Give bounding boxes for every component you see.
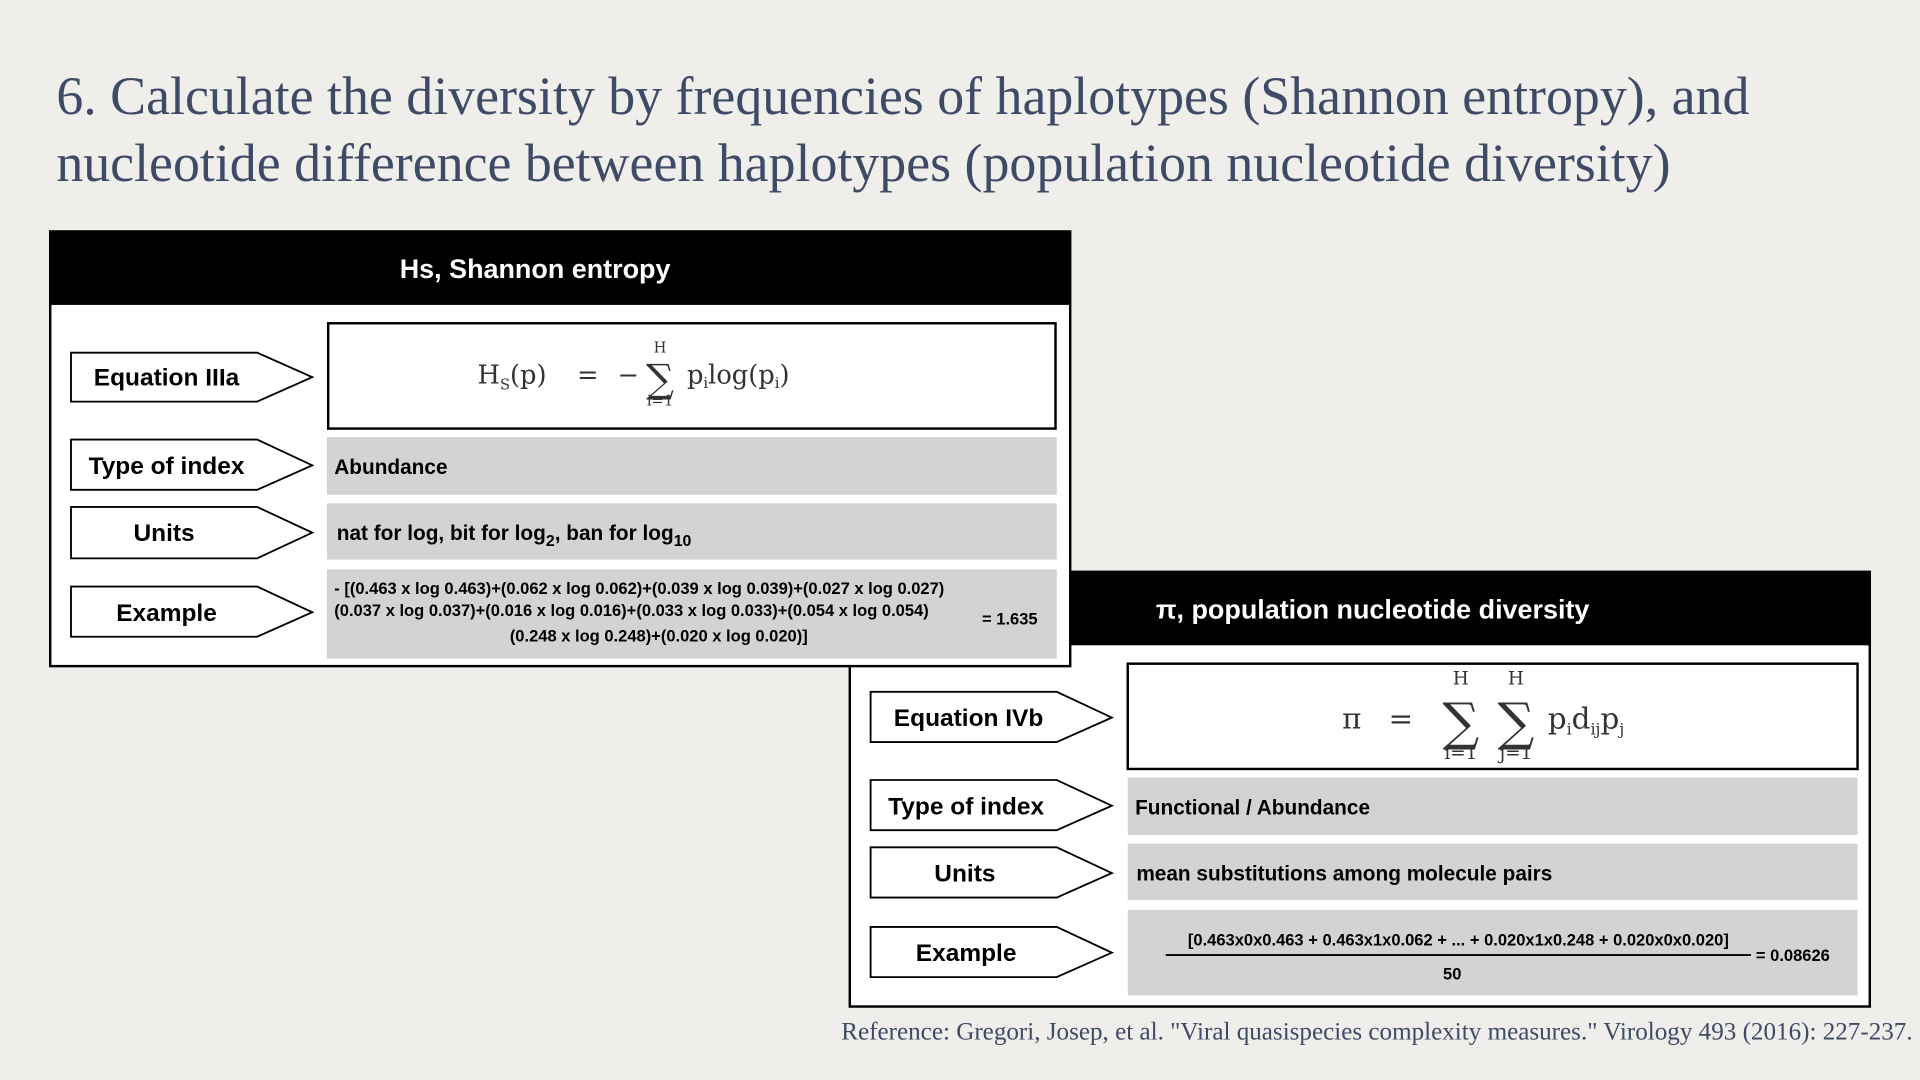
- eq-term: pidijpj: [1548, 702, 1625, 739]
- row-label: Units: [934, 861, 995, 888]
- title-line: nucleotide difference between haplotypes…: [56, 133, 1670, 193]
- label-arrow: [869, 690, 1115, 743]
- row-content: mean substitutions among molecule pairs: [1136, 862, 1552, 885]
- example-result: = 1.635: [982, 609, 1038, 628]
- row-box: [1127, 777, 1858, 836]
- label-arrow: [70, 351, 315, 403]
- eq-symbol: p: [1548, 702, 1567, 736]
- label-arrow: [70, 506, 315, 560]
- eq-term: pilog(pi): [687, 360, 790, 392]
- row-box: [1127, 909, 1858, 996]
- eq-symbol: ∑: [646, 357, 674, 402]
- eq-symbol: ∑: [1442, 693, 1479, 753]
- row-label: Type of index: [888, 793, 1044, 820]
- label-arrow: [869, 846, 1115, 899]
- row-label: Example: [916, 940, 1017, 967]
- row-content: Functional / Abundance: [1135, 796, 1370, 819]
- eq-symbol: π: [1342, 702, 1361, 736]
- eq-symbol: H: [1508, 668, 1524, 689]
- row-content: Abundance: [334, 456, 447, 479]
- eq-symbol: i=1: [1444, 743, 1477, 764]
- reference: Reference: Gregori, Josep, et al. "Viral…: [841, 1019, 1912, 1046]
- eq-symbol: −: [617, 360, 639, 390]
- eq-symbol: =: [1389, 702, 1414, 736]
- eq-symbol: (p): [510, 360, 547, 390]
- eq-sub: S: [500, 376, 510, 393]
- card-title: π, population nucleotide diversity: [1156, 594, 1589, 624]
- equation-box: [1126, 662, 1859, 771]
- eq-symbol: j=1: [1498, 743, 1533, 764]
- example-denominator: 50: [1443, 965, 1461, 984]
- example-numerator: [0.463x0x0.463 + 0.463x1x0.062 + ... + 0…: [1188, 930, 1729, 949]
- row-box: [326, 569, 1057, 659]
- eq-symbol: =: [577, 360, 599, 390]
- units-sub: 2: [546, 533, 555, 550]
- example-line: (0.037 x log 0.037)+(0.016 x log 0.016)+…: [334, 601, 928, 620]
- units-sub: 10: [674, 533, 692, 550]
- eq-symbol: ): [779, 360, 789, 390]
- row-content: nat for log, bit for log2, ban for log10: [337, 522, 692, 550]
- example-line: (0.248 x log 0.248)+(0.020 x log 0.020)]: [510, 627, 808, 646]
- eq-sub: j: [1617, 720, 1624, 739]
- label-arrow: [70, 585, 315, 638]
- row-label: Equation IIIa: [94, 365, 240, 392]
- row-box: [1127, 843, 1858, 900]
- example-line: - [(0.463 x log 0.463)+(0.062 x log 0.06…: [334, 579, 944, 598]
- eq-term: HS(p): [478, 360, 547, 393]
- card-title: Hs, Shannon entropy: [400, 254, 671, 284]
- eq-sub: i: [1567, 720, 1572, 739]
- row-label: Equation IVb: [894, 705, 1044, 732]
- shannon-card: Hs, Shannon entropy Equation IIIa HS(p) …: [48, 230, 1072, 668]
- title-line: 6. Calculate the diversity by frequencie…: [56, 66, 1749, 126]
- units-text: nat for log, bit for log: [337, 522, 546, 545]
- eq-sub: i: [703, 375, 708, 392]
- label-arrow: [70, 438, 315, 491]
- equation: π = ∑ H i=1 ∑ H j=1 pidijpj: [1342, 668, 1624, 764]
- eq-symbol: ∑: [1498, 693, 1535, 753]
- eq-symbol: H: [1453, 668, 1469, 689]
- label-arrow: [869, 926, 1115, 979]
- label-arrow: [869, 779, 1115, 832]
- example-result: = 0.08626: [1756, 946, 1830, 965]
- row-box: [326, 503, 1057, 560]
- units-text: , ban for log: [555, 522, 674, 545]
- card-header: [50, 231, 1071, 305]
- eq-symbol: d: [1572, 702, 1591, 736]
- eq-symbol: H: [478, 360, 500, 390]
- row-label: Type of index: [89, 453, 245, 480]
- equation: HS(p) = − ∑ H i=1 pilog(pi): [478, 340, 790, 410]
- row-box: [326, 437, 1057, 495]
- row-label: Example: [116, 600, 217, 627]
- eq-sub: i: [775, 375, 780, 392]
- eq-symbol: i=1: [647, 392, 673, 409]
- row-label: Units: [133, 520, 194, 547]
- eq-symbol: log(p: [708, 360, 775, 390]
- eq-symbol: p: [1601, 702, 1620, 736]
- eq-symbol: H: [654, 340, 667, 357]
- eq-sub: ij: [1590, 720, 1600, 739]
- eq-symbol: p: [687, 360, 703, 390]
- equation-box: [326, 322, 1057, 430]
